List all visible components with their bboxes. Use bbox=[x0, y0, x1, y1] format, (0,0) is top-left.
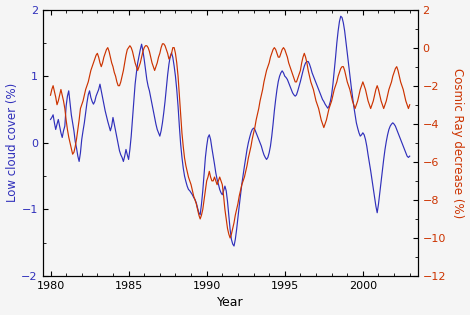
X-axis label: Year: Year bbox=[217, 296, 243, 309]
Y-axis label: Cosmic Ray decrease (%): Cosmic Ray decrease (%) bbox=[452, 68, 464, 218]
Y-axis label: Low cloud cover (%): Low cloud cover (%) bbox=[6, 83, 18, 203]
